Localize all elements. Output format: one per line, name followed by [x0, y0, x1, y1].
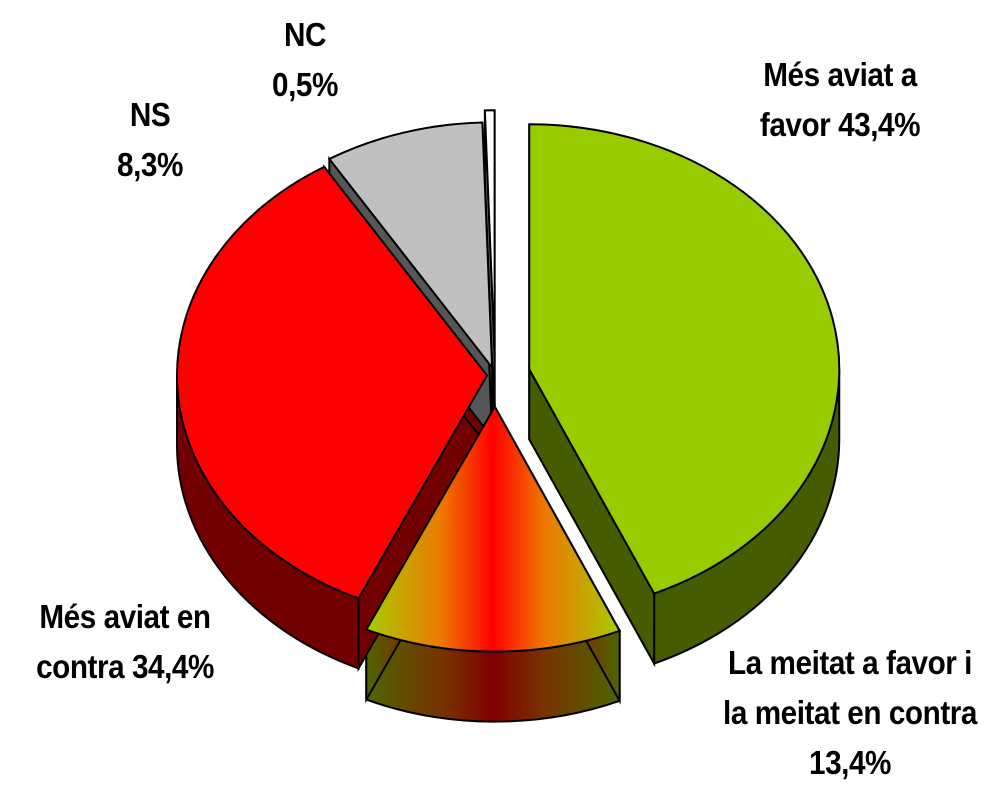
slice: [528, 123, 841, 595]
slice: [176, 165, 489, 600]
slice: [327, 121, 494, 371]
label-name: NC: [283, 16, 326, 53]
label: Més aviat en contra 34,4%: [13, 592, 238, 692]
label: Més aviat a favor 43,4%: [732, 50, 948, 150]
label-name: Més aviat en contra: [36, 598, 211, 685]
label: La meitat a favor i la meitat en contra …: [715, 638, 985, 788]
label-value: 0,5%: [272, 66, 338, 103]
label: NC 0,5%: [256, 10, 355, 110]
label-value: 13,4%: [809, 744, 891, 781]
label-name: La meitat a favor i la meitat en contra: [723, 644, 977, 731]
slice: [364, 404, 622, 653]
label-name: NS: [129, 96, 171, 133]
slice: [483, 109, 496, 356]
tops: [176, 109, 841, 653]
label-value: 34,4%: [131, 648, 214, 685]
label-value: 43,4%: [838, 106, 921, 143]
label-value: 8,3%: [117, 146, 183, 183]
label-name: Més aviat a favor: [759, 56, 917, 143]
label: NS 8,3%: [101, 90, 200, 190]
